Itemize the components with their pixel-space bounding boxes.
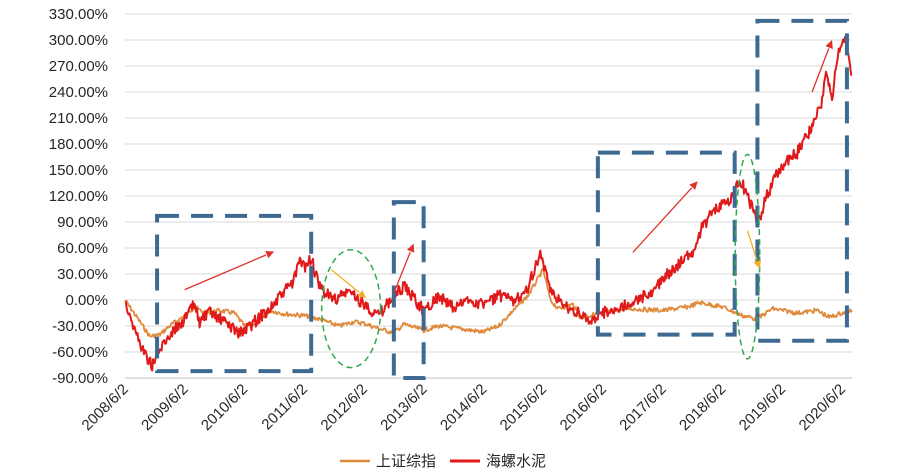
trend-arrow-shaft: [393, 251, 411, 294]
y-tick-label: -90.00%: [52, 370, 108, 387]
y-tick-label: 60.00%: [57, 240, 108, 257]
x-tick-label: 2012/6/2: [318, 381, 371, 434]
annotations: [155, 18, 849, 380]
dashed-ellipse: [734, 153, 761, 360]
x-tick-label: 2018/6/2: [676, 381, 729, 434]
trend-arrow-head: [825, 40, 833, 49]
y-tick-label: 150.00%: [49, 162, 108, 179]
y-tick-label: 300.00%: [49, 32, 108, 49]
y-axis: 330.00% 300.00% 270.00% 240.00% 210.00% 180.0…: [49, 6, 108, 387]
gridlines: [125, 13, 852, 353]
trend-arrow-head: [265, 251, 275, 259]
y-tick-label: 240.00%: [49, 84, 108, 101]
y-tick-label: 0.00%: [65, 292, 108, 309]
y-tick-label: 330.00%: [49, 6, 108, 23]
legend: 上证综指 海螺水泥: [340, 453, 546, 470]
x-tick-label: 2017/6/2: [616, 381, 669, 434]
trend-arrow-shaft: [184, 254, 267, 291]
trend-arrow-head: [357, 290, 367, 299]
y-tick-label: 180.00%: [49, 136, 108, 153]
y-tick-label: -30.00%: [52, 318, 108, 335]
trend-arrow-shaft: [811, 48, 830, 93]
x-axis: 2008/6/2 2009/6/2 2010/6/2 2011/6/2 2012/6/2…: [79, 381, 849, 434]
x-tick-label: 2020/6/2: [796, 381, 849, 434]
y-tick-label: 120.00%: [49, 188, 108, 205]
y-tick-label: 90.00%: [57, 214, 108, 231]
x-tick-label: 2015/6/2: [497, 381, 550, 434]
x-tick-label: 2019/6/2: [736, 381, 789, 434]
y-tick-label: -60.00%: [52, 344, 108, 361]
dashed-highlight-box: [155, 213, 314, 374]
trend-arrow-head: [689, 181, 698, 190]
dashed-highlight-box: [595, 150, 737, 337]
x-tick-label: 2014/6/2: [437, 381, 490, 434]
x-tick-label: 2011/6/2: [258, 381, 311, 434]
trend-arrow-shaft: [330, 269, 360, 294]
dashed-highlight-box: [755, 18, 849, 343]
legend-label: 海螺水泥: [486, 453, 546, 470]
series-group: [124, 35, 853, 372]
x-tick-label: 2008/6/2: [79, 381, 132, 434]
dashed-ellipse: [320, 248, 382, 369]
x-tick-label: 2010/6/2: [198, 381, 251, 434]
trend-arrow-head: [406, 243, 415, 253]
x-tick-label: 2016/6/2: [557, 381, 610, 434]
y-tick-label: 210.00%: [49, 110, 108, 127]
trend-arrow-head: [753, 259, 761, 269]
legend-label: 上证综指: [376, 453, 436, 470]
y-tick-label: 270.00%: [49, 58, 108, 75]
series-line-conch-cement: [124, 35, 853, 372]
y-tick-label: 30.00%: [57, 266, 108, 283]
x-tick-label: 2013/6/2: [377, 381, 430, 434]
trend-arrow-shaft: [632, 187, 693, 253]
trend-arrow-shaft: [746, 230, 758, 261]
x-tick-label: 2009/6/2: [138, 381, 191, 434]
dashed-highlight-box: [391, 200, 426, 380]
